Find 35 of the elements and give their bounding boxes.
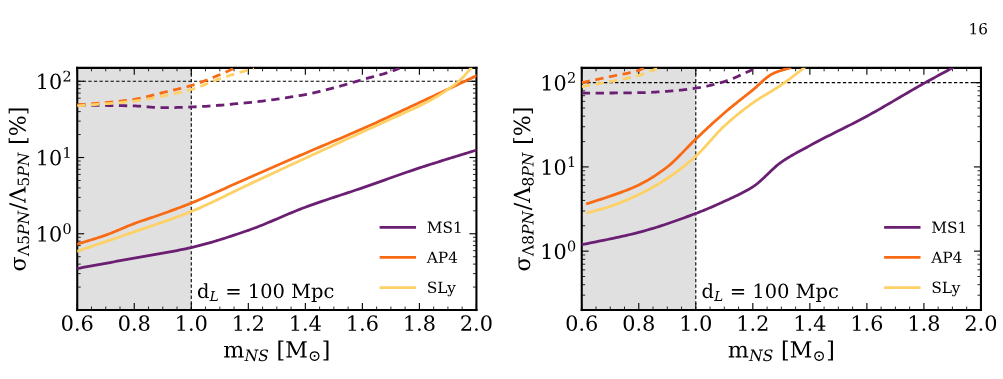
- x-tick-label: 0.8: [119, 315, 150, 332]
- x-tick-label: 1.4: [795, 315, 826, 332]
- x-tick-label: 1.2: [234, 315, 263, 332]
- legend-label: AP4: [426, 251, 458, 263]
- y-axis-title: σ$_{Λ5PN}$/Λ$_{5PN}$ [%]: [8, 108, 30, 271]
- legend-label: MS1: [427, 221, 461, 233]
- y-tick-label: 10$^{1}$: [542, 156, 575, 175]
- x-tick-label: 2.0: [461, 315, 492, 332]
- y-axis-title: σ$_{Λ8PN}$/Λ$_{8PN}$ [%]: [513, 108, 534, 271]
- legend-label: SLy: [428, 281, 456, 297]
- x-tick-label: 0.6: [566, 315, 597, 332]
- annotation: d$_{L}$ = 100 Mpc: [197, 283, 334, 302]
- legend-label: AP4: [931, 251, 962, 263]
- x-tick-label: 2.0: [965, 315, 997, 332]
- y-tick-label: 10$^{1}$: [38, 146, 70, 166]
- y-tick-label: 10$^{2}$: [38, 70, 71, 90]
- x-tick-label: 1.6: [348, 315, 378, 332]
- annotation: d$_{L}$ = 100 Mpc: [702, 283, 838, 302]
- x-tick-label: 1.0: [681, 315, 711, 332]
- x-tick-label: 1.6: [852, 315, 883, 332]
- x-axis-title: m$_{NS}$ [M$_{⊙}$]: [224, 340, 329, 362]
- x-tick-label: 1.8: [909, 315, 940, 332]
- x-tick-label: 0.6: [62, 315, 93, 332]
- x-tick-label: 1.4: [291, 315, 321, 332]
- y-tick-label: 10$^{2}$: [542, 72, 575, 91]
- y-tick-label: 10$^{0}$: [542, 240, 576, 260]
- y-tick-label: 10$^{0}$: [38, 223, 71, 242]
- x-tick-label: 1.0: [177, 315, 207, 332]
- legend-label: MS1: [932, 221, 966, 233]
- x-tick-label: 1.8: [405, 315, 435, 332]
- legend-label: SLy: [932, 281, 961, 297]
- text: 16: [970, 23, 987, 35]
- x-axis-title: m$_{NS}$ [M$_{⊙}$]: [728, 340, 833, 362]
- x-tick-label: 1.2: [738, 315, 768, 332]
- x-tick-label: 0.8: [623, 315, 654, 332]
